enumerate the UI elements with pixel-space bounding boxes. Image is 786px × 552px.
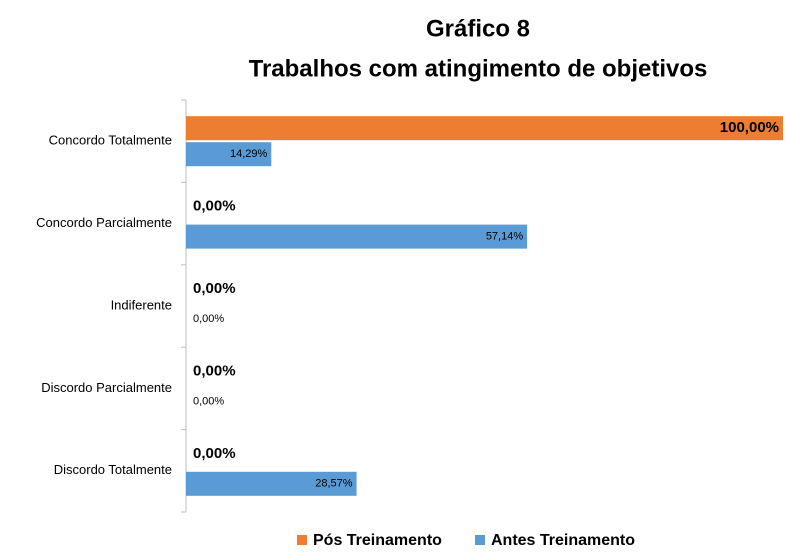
category-label: Concordo Totalmente — [49, 133, 172, 148]
value-label: 0,00% — [193, 445, 236, 462]
category-label: Discordo Parcialmente — [41, 380, 172, 395]
legend-label: Pós Treinamento — [313, 532, 442, 549]
category-label: Indiferente — [111, 297, 172, 312]
chart-subtitle: Trabalhos com atingimento de objetivos — [249, 55, 708, 82]
value-label: 0,00% — [193, 362, 236, 379]
category-label: Concordo Parcialmente — [36, 215, 172, 230]
bar — [186, 471, 357, 496]
value-label: 28,57% — [315, 478, 353, 490]
legend-swatch — [475, 535, 485, 545]
legend-swatch — [297, 535, 307, 545]
category-label: Discordo Totalmente — [54, 462, 172, 477]
value-label: 100,00% — [720, 119, 779, 136]
chart-title: Gráfico 8 — [426, 15, 530, 42]
value-label: 0,00% — [193, 313, 224, 325]
value-label: 0,00% — [193, 198, 236, 215]
value-label: 0,00% — [193, 280, 236, 297]
bar — [186, 116, 783, 141]
bar — [186, 142, 272, 167]
value-label: 14,29% — [230, 148, 268, 160]
bar — [186, 224, 528, 249]
value-label: 57,14% — [486, 231, 524, 243]
value-label: 0,00% — [193, 395, 224, 407]
legend-label: Antes Treinamento — [491, 532, 635, 549]
